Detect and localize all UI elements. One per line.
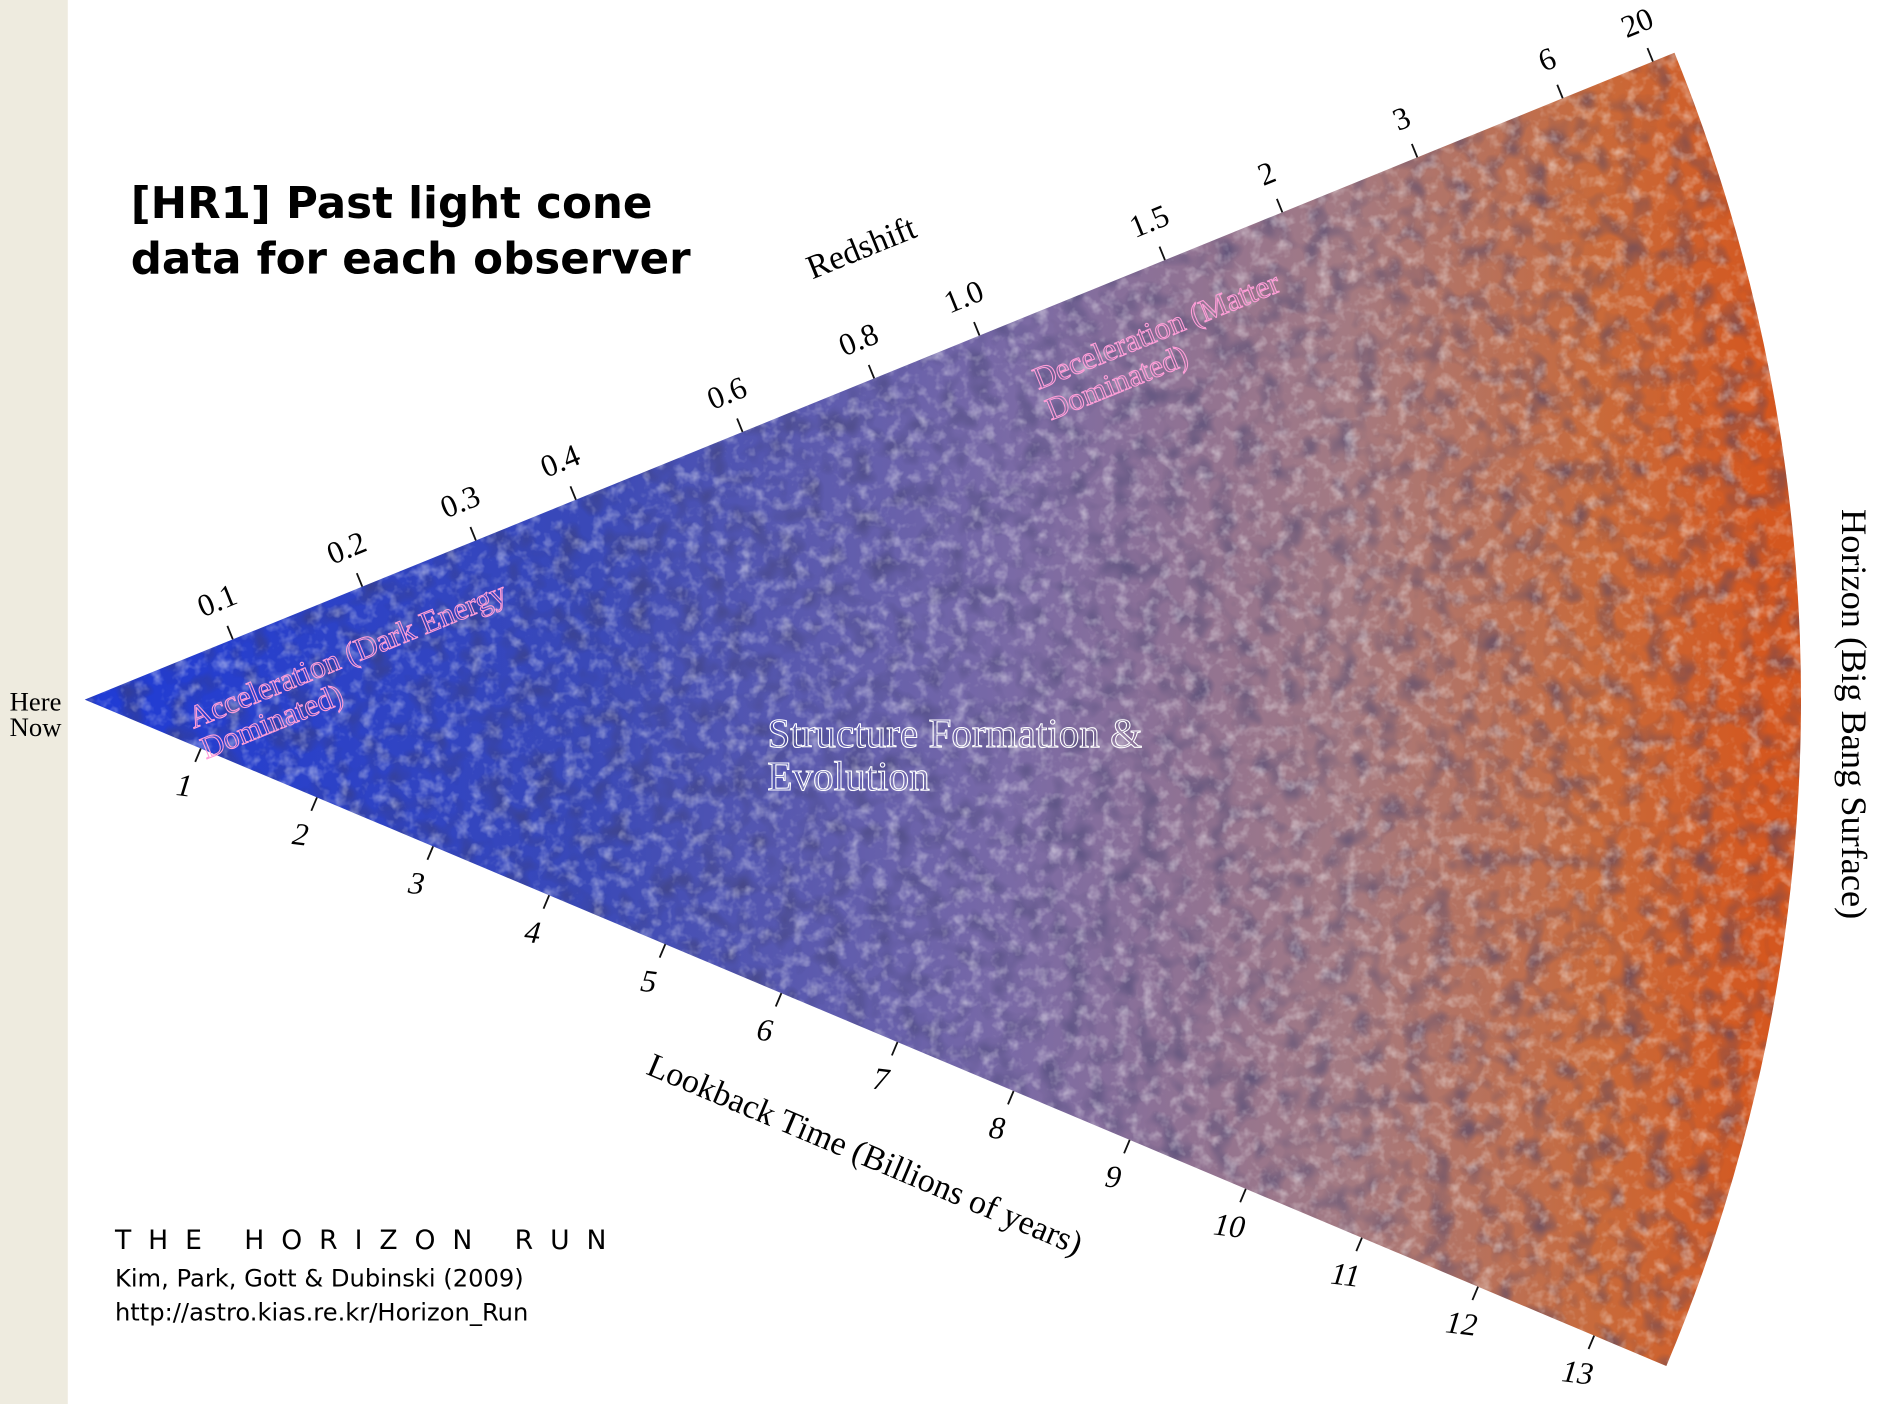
lookback-tick [1124, 1140, 1130, 1153]
redshift-tick-label: 6 [1533, 40, 1561, 78]
lookback-tick-label: 9 [1103, 1158, 1123, 1195]
lookback-tick [1472, 1287, 1478, 1300]
credit-title: THE HORIZON RUN [114, 1225, 623, 1256]
lookback-tick [776, 993, 782, 1006]
redshift-tick [1557, 85, 1562, 98]
redshift-tick [737, 418, 742, 431]
lookback-tick [1356, 1238, 1362, 1251]
redshift-tick [227, 626, 232, 639]
redshift-label: Redshift [801, 209, 922, 287]
lookback-tick-label: 10 [1212, 1206, 1248, 1245]
lookback-tick-label: 11 [1329, 1256, 1362, 1294]
lookback-tick-label: 6 [755, 1012, 775, 1049]
page: [HR1] Past light cone data for each obse… [0, 0, 1893, 1404]
redshift-tick [357, 573, 362, 586]
lookback-tick [892, 1042, 898, 1055]
lookback-tick-label: 2 [291, 816, 311, 853]
redshift-tick-label: 2 [1253, 154, 1281, 192]
lookback-tick-label: 8 [987, 1110, 1007, 1147]
lookback-tick-label: 3 [406, 865, 427, 902]
lookback-tick-label: 4 [523, 914, 543, 951]
redshift-tick-label: 20 [1616, 0, 1658, 44]
horizon-label: Horizon (Big Bang Surface) [1834, 509, 1874, 919]
lookback-tick [195, 749, 201, 762]
redshift-tick-label: 0.6 [702, 369, 752, 416]
credit-url: http://astro.kias.re.kr/Horizon_Run [115, 1298, 528, 1326]
redshift-tick [974, 322, 979, 335]
slide: [HR1] Past light cone data for each obse… [0, 0, 1893, 1404]
credit-authors: Kim, Park, Gott & Dubinski (2009) [115, 1265, 524, 1293]
region-label: Evolution [767, 753, 929, 799]
redshift-tick-label: 0.1 [192, 577, 242, 624]
title-line: data for each observer [131, 235, 691, 285]
lookback-tick-label: 12 [1444, 1304, 1480, 1343]
redshift-tick [869, 365, 874, 378]
now-label: Now [10, 712, 63, 742]
lookback-tick [1008, 1091, 1014, 1104]
redshift-tick-label: 1.5 [1124, 198, 1174, 245]
lookback-tick-label: 7 [871, 1061, 892, 1098]
region-label: Structure Formation & [767, 710, 1142, 756]
redshift-tick-label: 0.2 [322, 524, 372, 571]
redshift-tick-label: 0.3 [435, 478, 485, 525]
lookback-tick [660, 944, 666, 957]
lookback-tick [544, 895, 550, 908]
lookback-tick-label: 13 [1560, 1353, 1595, 1392]
lookback-tick-label: 1 [174, 767, 194, 804]
redshift-tick [470, 527, 475, 540]
redshift-tick-label: 0.8 [834, 316, 884, 363]
redshift-tick [1277, 199, 1282, 212]
redshift-tick [1647, 48, 1652, 61]
redshift-tick-label: 0.4 [535, 437, 585, 484]
redshift-tick [1159, 247, 1164, 260]
redshift-tick [1412, 144, 1417, 157]
lookback-tick-label: 5 [639, 963, 659, 1000]
redshift-tick-label: 1.0 [939, 273, 989, 320]
lookback-tick [427, 846, 433, 859]
redshift-tick [570, 486, 575, 499]
lookback-tick [1240, 1189, 1246, 1202]
lookback-tick [1589, 1336, 1595, 1349]
redshift-tick-label: 3 [1388, 99, 1416, 137]
title-line: [HR1] Past light cone [131, 179, 653, 229]
lookback-tick [311, 797, 317, 810]
